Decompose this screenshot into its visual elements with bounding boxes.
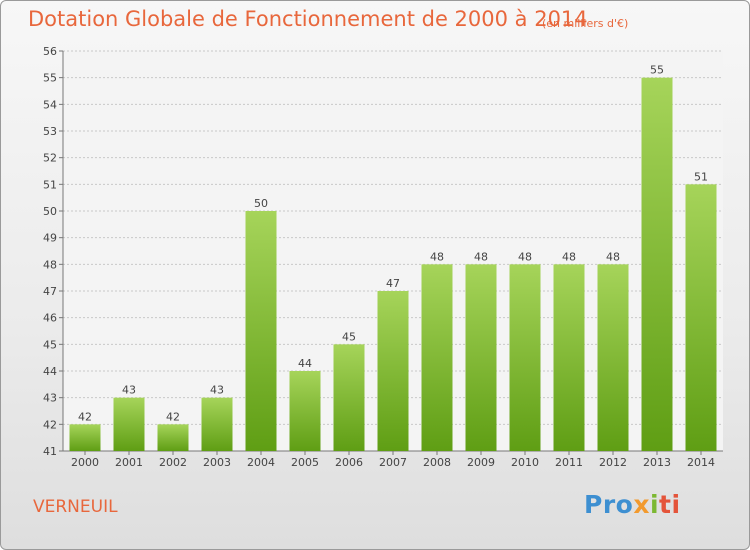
y-tick-label: 47 [43,285,57,298]
y-tick-label: 55 [43,72,57,85]
data-label: 48 [562,250,576,263]
x-tick-label: 2014 [687,456,715,469]
x-tick-label: 2006 [335,456,363,469]
data-label: 51 [694,170,708,183]
bar [113,397,145,451]
bar [377,291,409,451]
y-tick-label: 42 [43,418,57,431]
x-tick-label: 2010 [511,456,539,469]
data-label: 47 [386,277,400,290]
data-label: 48 [606,250,620,263]
logo-part-1: Pro [584,490,634,519]
x-tick-label: 2000 [71,456,99,469]
logo-part-2: x [633,490,650,519]
bar [157,424,189,451]
x-tick-label: 2004 [247,456,275,469]
bar [641,77,673,452]
x-tick-label: 2011 [555,456,583,469]
bar [553,264,585,451]
x-tick-label: 2002 [159,456,187,469]
logo-part-4: ti [659,490,681,519]
x-tick-label: 2009 [467,456,495,469]
data-label: 42 [78,410,92,423]
x-tick-label: 2005 [291,456,319,469]
y-tick-label: 50 [43,205,57,218]
y-tick-label: 53 [43,125,57,138]
chart-title: Dotation Globale de Fonctionnement de 20… [28,7,588,31]
data-label: 50 [254,197,268,210]
y-tick-label: 56 [43,45,57,58]
x-tick-label: 2001 [115,456,143,469]
data-label: 45 [342,330,356,343]
data-label: 48 [474,250,488,263]
bar [245,211,277,451]
x-tick-label: 2012 [599,456,627,469]
y-tick-label: 44 [43,365,57,378]
data-label: 44 [298,357,312,370]
chart-subtitle: (en milliers d'€) [542,17,629,30]
y-tick-label: 51 [43,178,57,191]
y-tick-label: 52 [43,152,57,165]
data-label: 43 [122,384,136,397]
y-tick-label: 45 [43,338,57,351]
y-tick-label: 41 [43,445,57,458]
x-tick-label: 2003 [203,456,231,469]
y-tick-label: 54 [43,98,57,111]
bar [597,264,629,451]
commune-name: VERNEUIL [33,497,118,517]
bar [289,371,321,451]
y-tick-label: 48 [43,258,57,271]
proxiti-logo: Proxiti [584,490,681,519]
bar [421,264,453,451]
bar [333,344,365,451]
x-tick-label: 2013 [643,456,671,469]
y-tick-label: 43 [43,392,57,405]
data-label: 55 [650,64,664,77]
x-tick-label: 2008 [423,456,451,469]
bar [465,264,497,451]
data-label: 48 [518,250,532,263]
logo-part-3: i [649,490,660,519]
bar [201,397,233,451]
y-tick-label: 46 [43,312,57,325]
y-tick-label: 49 [43,232,57,245]
data-label: 48 [430,250,444,263]
bar [685,184,717,452]
x-tick-label: 2007 [379,456,407,469]
bar [509,264,541,451]
data-label: 42 [166,410,180,423]
data-label: 43 [210,384,224,397]
bar [69,424,101,451]
